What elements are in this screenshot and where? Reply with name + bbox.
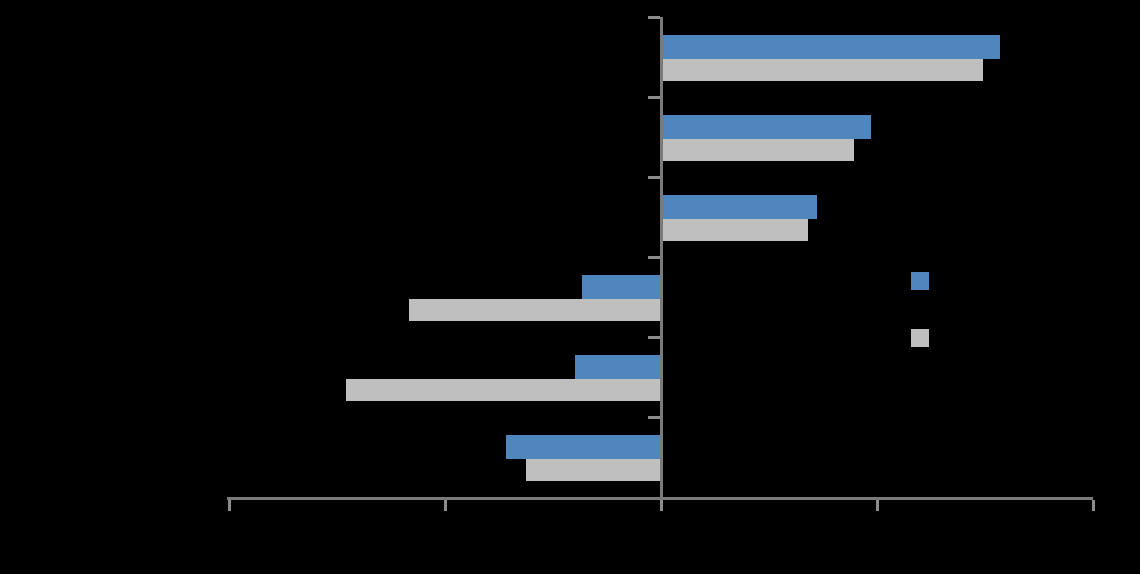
- x-axis-tick: [875, 500, 879, 511]
- y-axis-tick: [648, 16, 660, 19]
- bar-blue-row1: [663, 34, 1001, 59]
- bar-blue-row3: [663, 194, 817, 219]
- bar-gray-row1: [663, 58, 984, 81]
- x-axis-tick: [444, 500, 448, 511]
- bar-gray-row6: [525, 458, 660, 481]
- bar-blue-row4: [581, 274, 660, 299]
- bar-gray-row5: [346, 378, 660, 401]
- y-axis-tick: [648, 176, 660, 179]
- y-axis-zero-line: [660, 17, 663, 500]
- legend-swatch-gray: [911, 329, 929, 347]
- bar-gray-row3: [663, 218, 809, 241]
- legend-swatch-blue: [911, 272, 929, 290]
- bar-blue-row6: [506, 434, 660, 459]
- y-axis-tick: [648, 256, 660, 259]
- y-axis-tick: [648, 336, 660, 339]
- bar-blue-row2: [663, 114, 871, 139]
- y-axis-tick: [648, 96, 660, 99]
- bar-blue-row5: [575, 354, 660, 379]
- bar-gray-row4: [409, 298, 660, 321]
- x-axis-tick: [1091, 500, 1095, 511]
- x-axis-tick: [228, 500, 232, 511]
- x-axis-tick: [660, 500, 663, 511]
- x-axis-line: [227, 497, 1093, 500]
- bar-gray-row2: [663, 138, 854, 161]
- y-axis-tick: [648, 416, 660, 419]
